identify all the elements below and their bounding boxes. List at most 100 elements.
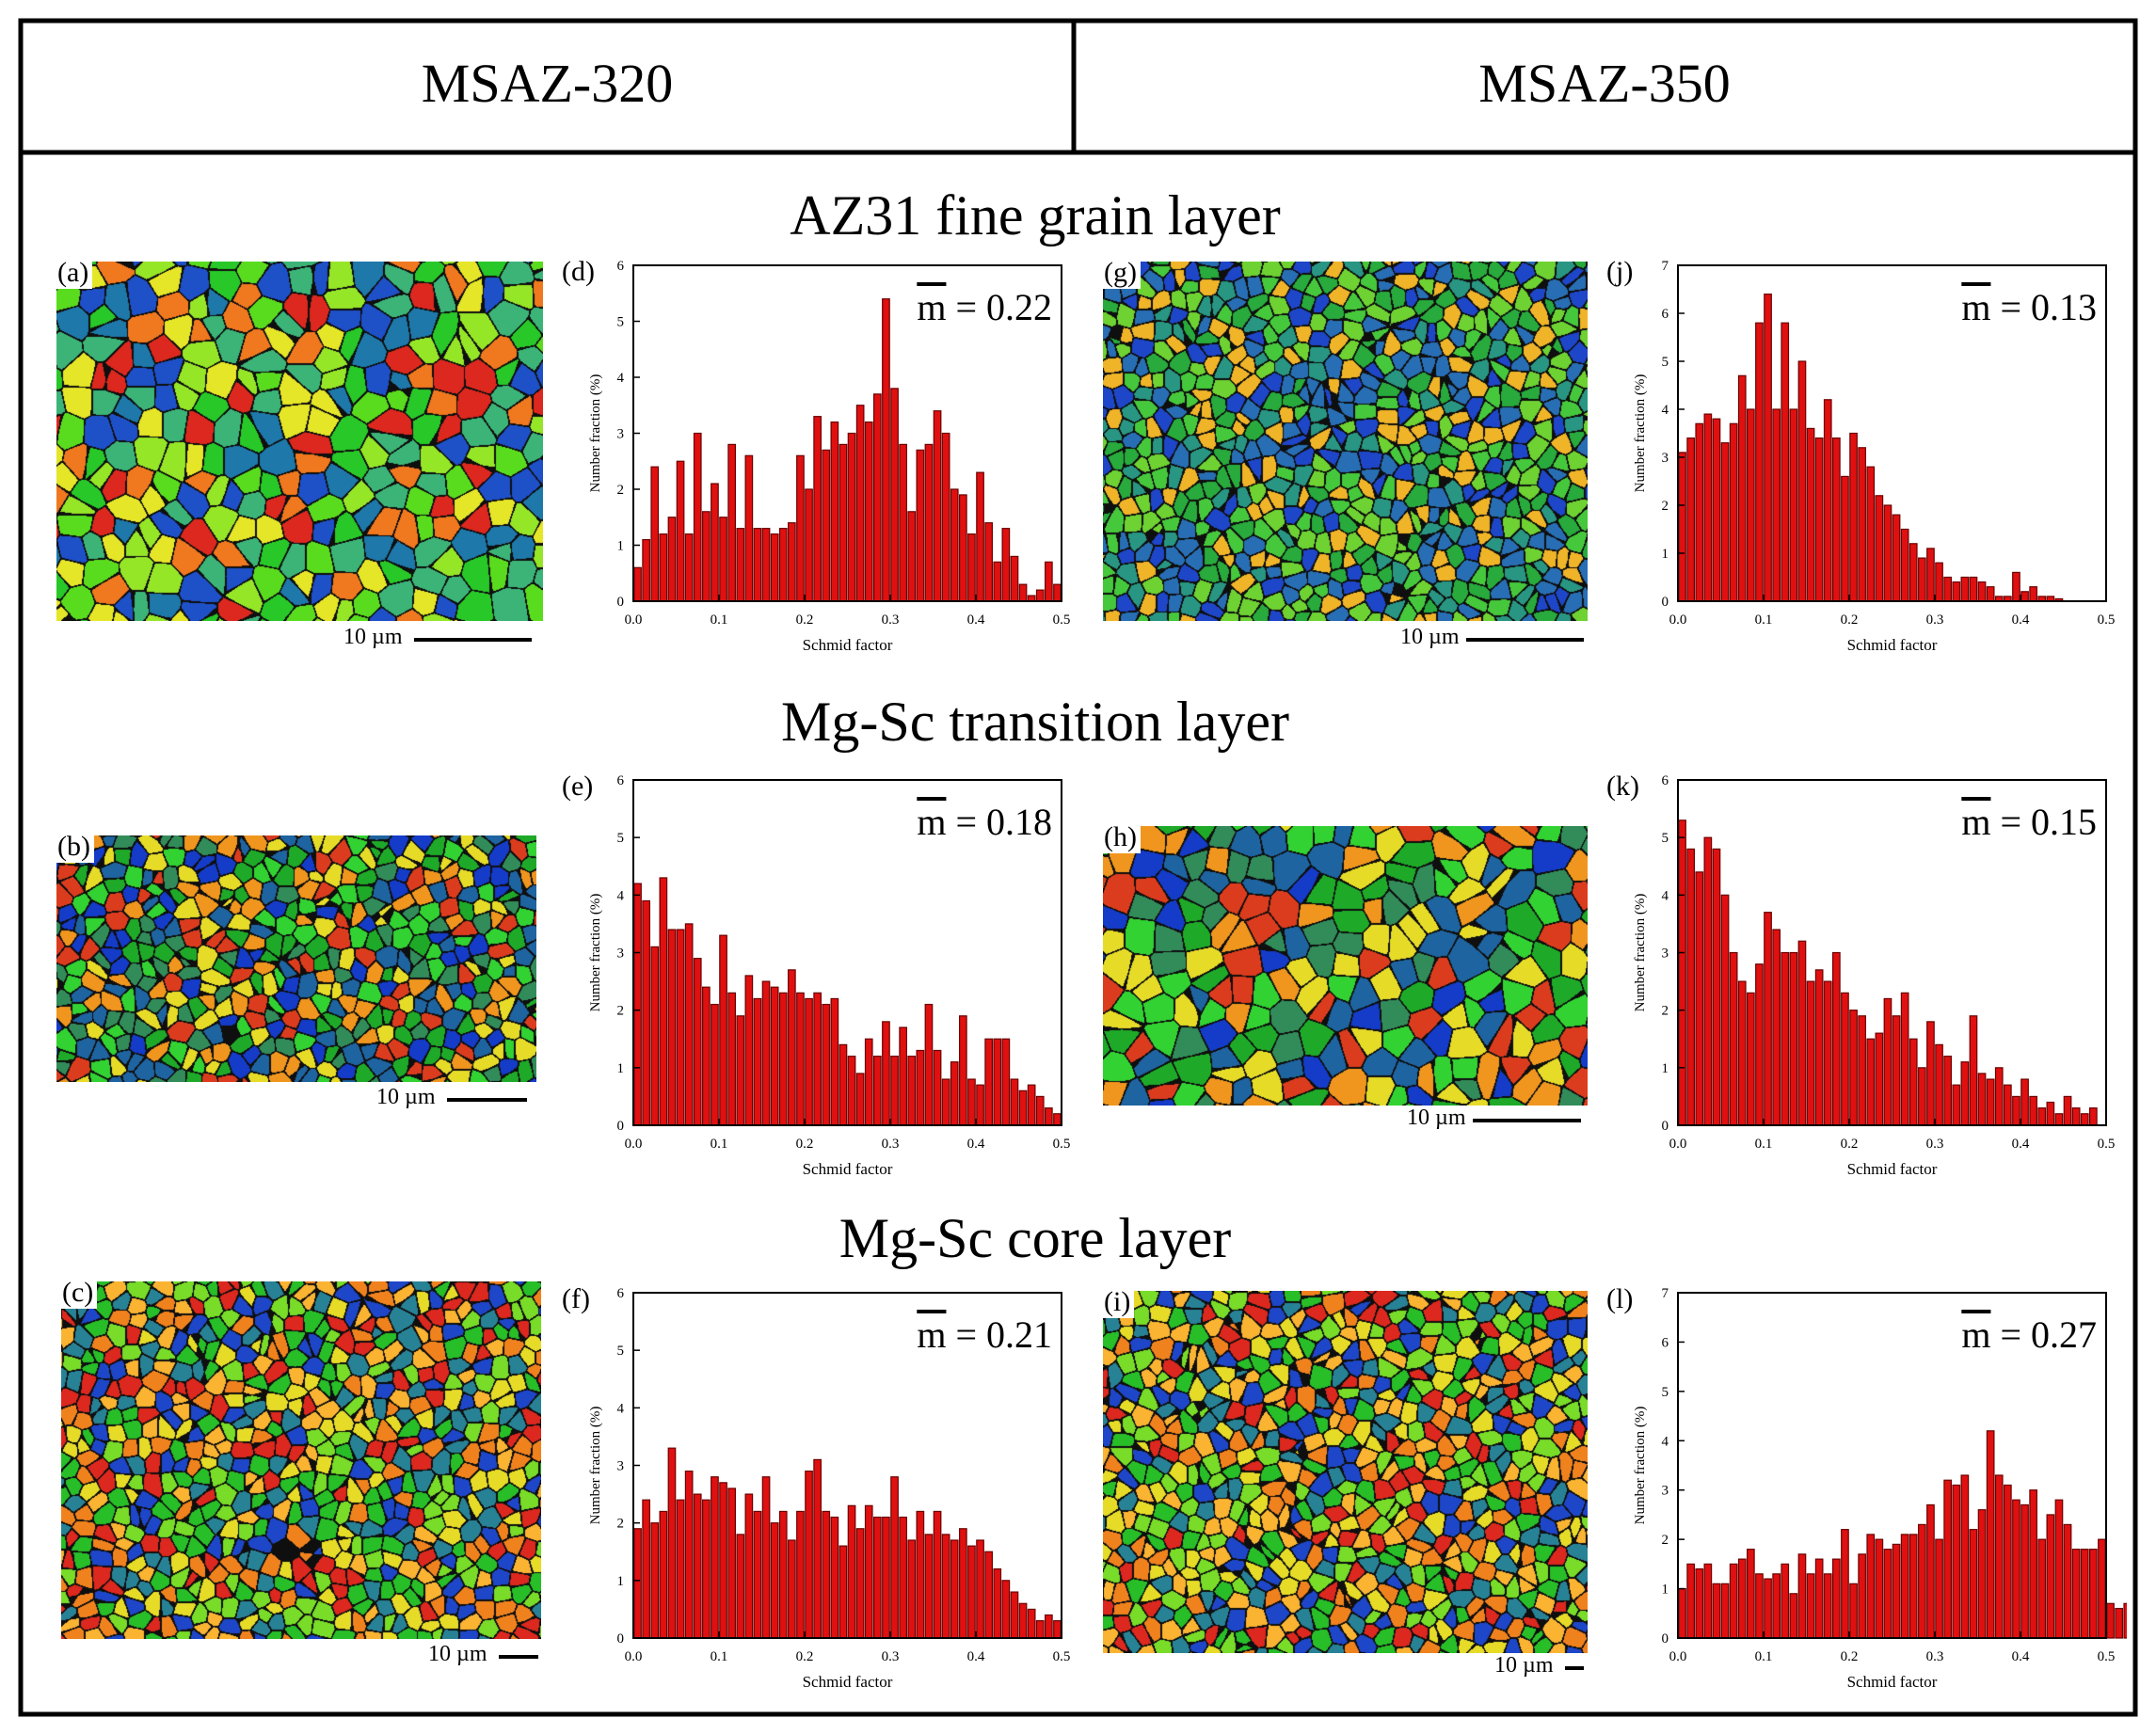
mean-value: = 0.22	[946, 286, 1052, 328]
histogram-bar	[805, 1471, 813, 1639]
histogram-bar	[967, 1545, 976, 1639]
x-axis-label: Schmid factor	[803, 1673, 893, 1691]
histogram-bar	[1858, 447, 1866, 602]
y-tick-label: 2	[1662, 1004, 1669, 1019]
histogram-bar	[1781, 1563, 1790, 1639]
x-tick-label: 0.5	[2098, 1649, 2116, 1664]
histogram-bar	[642, 538, 651, 602]
histogram-bar	[1678, 1587, 1686, 1639]
histogram-bar	[1044, 1107, 1053, 1126]
histogram-bar	[1986, 1078, 1995, 1126]
mean-value: = 0.13	[1990, 286, 2097, 328]
histogram-bar	[1883, 504, 1892, 602]
histogram-bar	[907, 1056, 917, 1126]
histogram-bar	[1703, 413, 1713, 602]
histogram-bar	[1977, 1073, 1987, 1126]
histogram-bar	[796, 454, 805, 602]
scale-bar-label: 10 µm	[1407, 1106, 1466, 1130]
histogram-bar	[2080, 1549, 2089, 1639]
panel-label: (i)	[1100, 1286, 1135, 1318]
histogram-bar	[1960, 1474, 1970, 1639]
mean-value: = 0.18	[946, 801, 1052, 843]
histogram-bar	[2071, 1107, 2081, 1126]
histogram-bar	[2080, 1113, 2089, 1126]
histogram-bar	[2115, 1607, 2124, 1639]
histogram-bar	[950, 1061, 959, 1126]
histogram-bar	[967, 1078, 976, 1126]
y-tick-label: 5	[617, 315, 625, 330]
scale-bar-label: 10 µm	[1400, 625, 1460, 649]
histogram-bar	[1943, 1479, 1952, 1639]
histogram-bar	[1018, 1602, 1028, 1639]
panel-label: (j)	[1606, 256, 1633, 287]
histogram-bar	[727, 1487, 736, 1639]
x-tick-label: 0.0	[625, 612, 643, 628]
histogram-bar	[1935, 562, 1943, 602]
scale-bar-label: 10 µm	[1494, 1653, 1554, 1678]
histogram-bar	[693, 958, 702, 1126]
histogram-bar	[2012, 1499, 2020, 1639]
histogram-bar	[736, 1534, 745, 1639]
histogram-l: 0.0 0.1 0.2 0.3 0.4 0.5 0 1 2 3 4 5 6 7 Schmid factor N…	[1606, 1283, 2127, 1691]
y-tick-label: 6	[1662, 773, 1669, 788]
histogram-bar	[770, 533, 779, 602]
y-tick-label: 3	[1662, 947, 1669, 962]
x-tick-label: 0.3	[1926, 612, 1944, 628]
histogram-bar	[1712, 1583, 1721, 1639]
y-tick-label: 6	[1662, 1335, 1669, 1350]
x-tick-label: 0.4	[2012, 612, 2030, 628]
y-tick-label: 1	[1662, 1583, 1669, 1598]
scale-bar-label: 10 µm	[428, 1642, 487, 1666]
histogram-bar	[813, 992, 822, 1126]
scale-bar-line	[414, 638, 532, 642]
histogram-bar	[642, 1499, 651, 1639]
y-tick-label: 6	[617, 259, 625, 274]
histogram-bar	[1747, 1549, 1755, 1639]
histogram-bar	[1035, 589, 1045, 602]
histogram-bar	[959, 1528, 967, 1639]
histogram-bar	[650, 1522, 660, 1639]
x-axis-label: Schmid factor	[1847, 1160, 1938, 1178]
ebsd-map-image	[1103, 1291, 1588, 1653]
histogram-bar	[976, 471, 984, 602]
histogram-bar	[2071, 1549, 2081, 1639]
x-axis-label: Schmid factor	[803, 1160, 893, 1178]
histogram-bar	[855, 1073, 865, 1126]
histogram-bar	[1781, 951, 1790, 1126]
x-tick-label: 0.1	[1755, 1649, 1773, 1664]
ebsd-map-image	[1103, 826, 1588, 1106]
y-tick-label: 4	[617, 1401, 625, 1416]
x-tick-label: 0.4	[967, 612, 985, 628]
mean-schmid-factor: m = 0.22	[917, 286, 1052, 328]
histogram-bar	[1010, 555, 1019, 602]
histogram-bar	[924, 1534, 934, 1639]
y-tick-label: 3	[617, 427, 625, 442]
y-tick-label: 5	[617, 831, 625, 846]
histogram-bar	[984, 1551, 993, 1639]
histogram-bar	[950, 488, 959, 602]
histogram-bar	[1823, 1573, 1832, 1639]
histogram-bar	[753, 1510, 762, 1639]
mean-schmid-factor: m = 0.21	[917, 1313, 1052, 1356]
y-tick-label: 2	[1662, 1533, 1669, 1548]
histogram-bar	[1764, 293, 1772, 602]
histogram-bar	[650, 466, 660, 602]
histogram-e: 0.0 0.1 0.2 0.3 0.4 0.5 0 1 2 3 4 5 6 Schmid factor Nu…	[562, 771, 1071, 1178]
histogram-bar	[761, 528, 771, 602]
x-tick-label: 0.1	[711, 612, 728, 628]
x-tick-label: 0.1	[1755, 612, 1773, 628]
y-axis-label: Number fraction (%)	[588, 1407, 603, 1525]
histogram-bar	[2020, 1078, 2029, 1126]
histogram-bar	[1678, 819, 1686, 1126]
histogram-bar	[684, 923, 694, 1126]
mean-symbol: m	[1961, 1313, 1990, 1356]
scale-bar-line	[1565, 1666, 1584, 1670]
histogram-bar	[1900, 992, 1909, 1126]
histogram-bar	[1849, 1010, 1858, 1126]
histogram-bar	[659, 533, 668, 602]
histogram-bar	[890, 1056, 899, 1126]
histogram-bar	[1806, 980, 1815, 1126]
x-tick-label: 0.5	[1053, 1137, 1071, 1152]
histogram-bar	[693, 432, 702, 602]
